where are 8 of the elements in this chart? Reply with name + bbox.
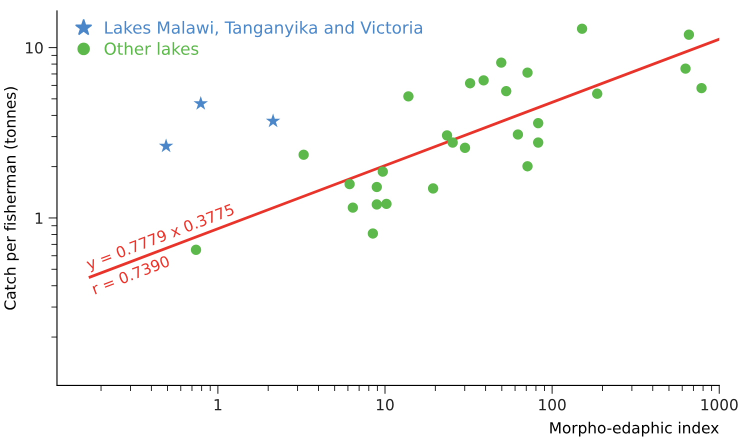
x-tick-label: 10: [376, 398, 394, 410]
x-tick-label: 1000: [702, 398, 738, 410]
x-tick-label: 1: [214, 399, 222, 410]
legend-label: Lakes Malawi, Tanganyika and Victoria: [105, 20, 422, 38]
legend-label: Other lakes: [104, 42, 198, 55]
x-tick-label: 100: [539, 398, 566, 410]
x-axis-title: Morpho-edaphic index: [550, 422, 719, 437]
y-axis-title: Catch per fisherman (tonnes): [4, 87, 19, 310]
